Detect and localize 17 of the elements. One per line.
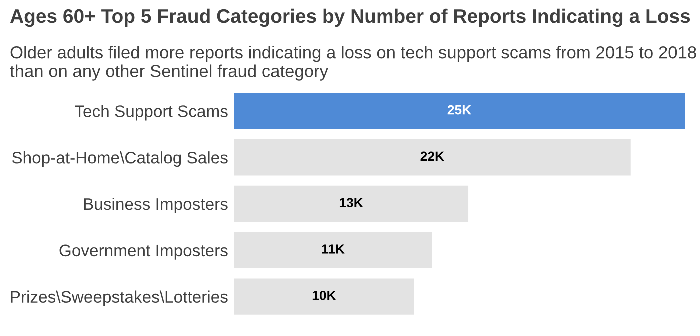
bar bbox=[234, 278, 414, 315]
y-tick-label: Government Imposters bbox=[60, 244, 228, 260]
bar bbox=[234, 140, 631, 176]
bar bbox=[234, 232, 432, 268]
data-label: 11K bbox=[322, 244, 345, 254]
data-label: 13K bbox=[340, 198, 364, 208]
y-tick-label: Prizes\Sweepstakes\Lotteries bbox=[11, 290, 228, 306]
y-tick-label: Tech Support Scams bbox=[75, 105, 228, 121]
bar bbox=[234, 186, 469, 222]
data-label: 22K bbox=[420, 152, 444, 162]
data-label: 25K bbox=[448, 105, 472, 115]
chart-subtitle: Older adults filed more reports indicating a loss on tech support scams from 2015 to 2018 than on any other Sentinel fraud category bbox=[10, 46, 696, 81]
chart-title: Ages 60+ Top 5 Fraud Categories by Number of Reports Indicating a Loss bbox=[10, 8, 690, 28]
data-label: 10K bbox=[312, 291, 336, 300]
y-tick-label: Shop-at-Home\Catalog Sales bbox=[12, 152, 228, 168]
bar bbox=[234, 93, 685, 130]
y-tick-label: Business Imposters bbox=[84, 198, 228, 214]
